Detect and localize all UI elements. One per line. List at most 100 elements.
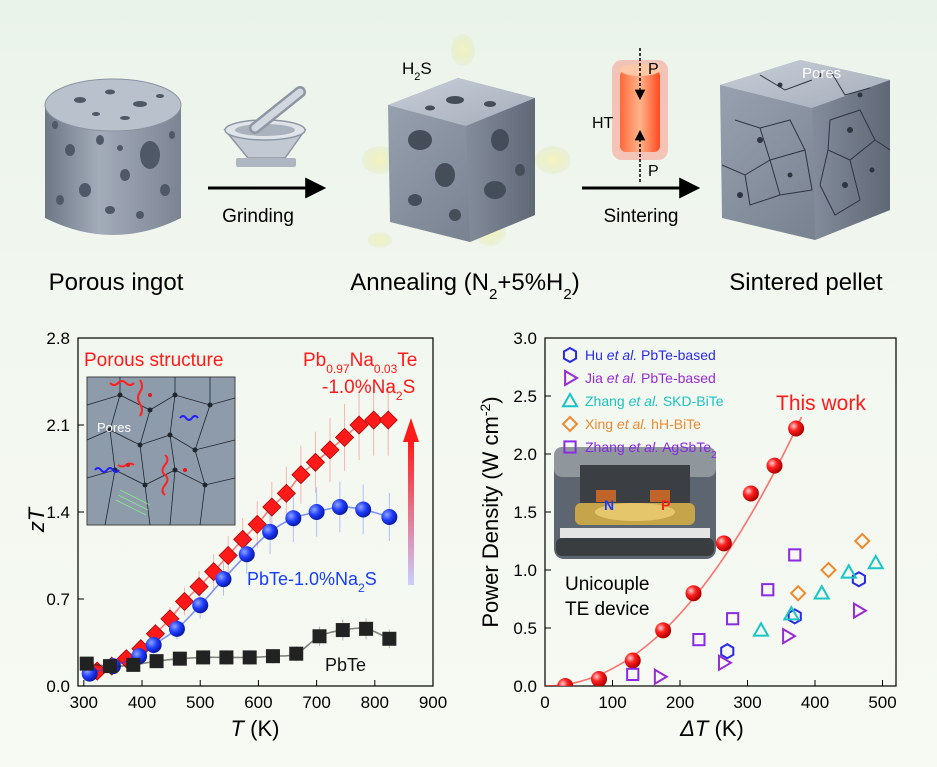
svg-text:H2S: H2S xyxy=(402,59,432,83)
pd-data-point xyxy=(720,643,735,660)
gas-label-s: S xyxy=(420,59,431,78)
zt-data-point xyxy=(192,597,209,614)
pd-data-point xyxy=(867,554,885,570)
zt-data-point xyxy=(242,650,257,665)
zt-gradient-arrow xyxy=(403,418,419,585)
zt-data-point xyxy=(382,631,397,646)
pd-fit-line xyxy=(545,416,803,686)
zt-data-point xyxy=(359,621,374,636)
pd-x-tick-label: 0 xyxy=(540,693,549,712)
pd-data-point xyxy=(692,633,706,647)
pd-data-point xyxy=(685,585,702,602)
device-n-label: N xyxy=(604,497,614,513)
pd-data-point xyxy=(782,627,797,645)
legend-entry: Hu et al. PbTe-based xyxy=(585,347,716,363)
zt-axes: 300 400 500 600 700 800 900 0.0 0.7 1.4 2.1 2.8 xyxy=(46,329,447,712)
zt-data-point xyxy=(172,651,187,666)
power-density-chart: N P Unicouple TE device 0 100 200 300 400 500… xyxy=(477,329,897,741)
zt-data-point xyxy=(149,654,164,669)
pd-y-tick-label: 2.0 xyxy=(513,445,537,464)
pd-data-point xyxy=(655,622,672,639)
zt-data-point xyxy=(247,514,267,534)
pd-x-axis-label: ΔT (K) xyxy=(679,716,744,741)
pd-data-point xyxy=(752,621,770,637)
device-caption-line1: Unicouple xyxy=(565,574,650,595)
stage-porous-ingot: Porous ingot xyxy=(49,269,184,296)
zt-data-point xyxy=(334,427,355,447)
stage-sintered-pellet: Sintered pellet xyxy=(729,269,883,296)
series-label-black: PbTe xyxy=(325,655,366,675)
zt-data-point xyxy=(168,620,185,637)
pd-data-point xyxy=(591,671,607,686)
zt-data-point xyxy=(218,545,238,566)
pd-data-point xyxy=(626,667,640,681)
zt-data-point xyxy=(320,440,340,460)
zt-data-point xyxy=(349,415,369,435)
zt-data-point xyxy=(174,591,195,612)
zt-y-tick-label: 1.4 xyxy=(46,503,70,522)
zt-data-point xyxy=(262,523,279,540)
zt-x-tick-label: 800 xyxy=(361,693,389,712)
zt-data-point xyxy=(276,483,296,503)
gas-label-sub: 2 xyxy=(414,71,420,83)
zt-data-point xyxy=(126,657,141,672)
zt-data-point xyxy=(364,410,384,430)
sintering-die-icon: P P HT xyxy=(592,48,668,182)
zt-x-tick-label: 300 xyxy=(70,693,98,712)
zt-data-point xyxy=(291,465,311,485)
sintering-arrow: Sintering xyxy=(582,177,701,227)
legend-entry: Xing et al. hH-BiTe xyxy=(585,416,701,432)
grinding-label: Grinding xyxy=(222,206,294,227)
pd-y-tick-label: 1.5 xyxy=(513,503,537,522)
gas-label-h: H xyxy=(402,59,414,78)
pd-data-point xyxy=(715,535,732,552)
pd-data-point xyxy=(788,548,802,562)
legend-marker xyxy=(561,391,579,408)
device-caption-line2: TE device xyxy=(565,599,649,620)
pd-data-point xyxy=(788,420,805,437)
process-schematic: Grinding H2S xyxy=(44,34,891,303)
zt-data-point xyxy=(219,650,234,665)
pd-data-point xyxy=(766,457,783,474)
zt-y-tick-label: 0.0 xyxy=(46,677,70,696)
zt-data-point xyxy=(305,452,326,472)
pd-x-tick-label: 500 xyxy=(868,693,896,712)
zt-data-point xyxy=(312,629,327,644)
pd-data-point xyxy=(782,605,801,621)
pd-legend: Hu et al. PbTe-based Jia et al. PbTe-base… xyxy=(561,346,724,461)
pd-x-tick-label: 200 xyxy=(666,693,694,712)
device-p-label: P xyxy=(661,497,670,513)
pd-data-point xyxy=(557,678,574,686)
pd-y-tick-label: 0.5 xyxy=(513,619,537,638)
sintering-label: Sintering xyxy=(604,206,679,227)
legend-marker xyxy=(562,346,578,364)
zt-data-point xyxy=(238,546,255,563)
zt-data-point xyxy=(355,501,372,518)
legend-marker xyxy=(564,369,579,387)
series-label-red-line1: Pb0.97Na0.03Te xyxy=(303,350,417,376)
zt-data-point xyxy=(196,650,211,665)
zt-data-point xyxy=(103,659,118,674)
zt-data-point xyxy=(381,508,398,525)
series-label-blue: PbTe-1.0%Na2S xyxy=(247,569,377,595)
zt-data-point xyxy=(378,410,398,430)
porous-structure-title: Porous structure xyxy=(84,350,223,371)
stage-annealing: Annealing (N2+5%H2) xyxy=(350,269,579,303)
pd-data-point xyxy=(852,601,868,620)
pd-y-tick-label: 2.5 xyxy=(513,387,537,406)
pd-data-point xyxy=(840,563,858,579)
pd-y-axis-label: Power Density (W cm-2) xyxy=(477,396,503,627)
porous-structure-inset: Pores xyxy=(86,376,236,526)
pd-data-point xyxy=(726,612,740,626)
pd-x-tick-label: 100 xyxy=(598,693,626,712)
porous-ingot-icon xyxy=(44,78,182,235)
legend-marker xyxy=(561,415,579,433)
legend-entry: Jia et al. PbTe-based xyxy=(585,370,716,386)
pd-axes: 0 100 200 300 400 500 0.0 0.5 1.0 1.5 2.0 2.5 3.0 xyxy=(513,329,896,712)
pd-x-tick-label: 400 xyxy=(801,693,829,712)
zt-data-point xyxy=(215,571,232,588)
zt-data-point xyxy=(289,646,304,661)
pd-data-point xyxy=(789,584,807,602)
zt-y-tick-label: 2.8 xyxy=(46,329,70,348)
